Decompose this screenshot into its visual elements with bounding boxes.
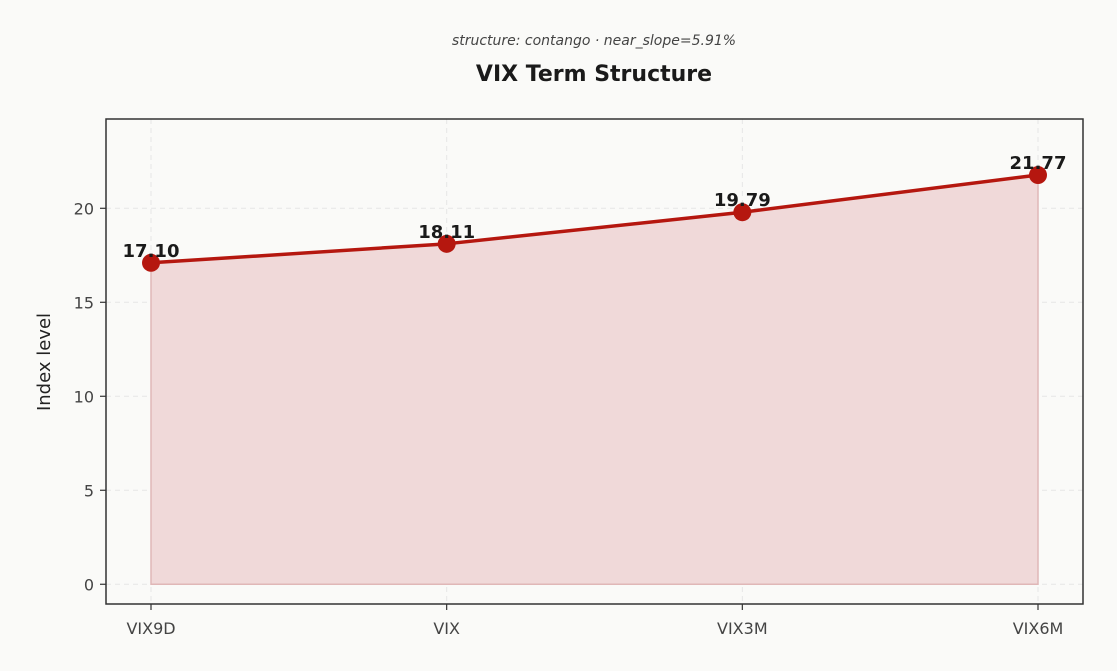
x-axis-ticks: VIX9D VIX VIX3M VIX6M bbox=[126, 604, 1063, 638]
data-point-marker bbox=[437, 234, 456, 253]
plot-frame bbox=[105, 118, 1084, 605]
x-tick-label: VIX bbox=[433, 619, 460, 638]
series-line bbox=[150, 173, 1039, 265]
marker-layer bbox=[142, 166, 1047, 272]
y-tick-label: 0 bbox=[84, 575, 94, 594]
data-label: 17.10 bbox=[123, 241, 180, 262]
x-tick-label: VIX6M bbox=[1013, 619, 1064, 638]
y-axis-ticks: 0 5 10 15 20 bbox=[74, 199, 106, 594]
area-fill bbox=[150, 174, 1039, 586]
y-tick-label: 5 bbox=[84, 481, 94, 500]
data-label-layer: 17.10 18.11 19.79 21.77 bbox=[123, 153, 1067, 262]
data-point-marker bbox=[1029, 166, 1047, 185]
area-layer bbox=[150, 174, 1039, 586]
y-tick-label: 10 bbox=[74, 387, 94, 406]
chart-title: VIX Term Structure bbox=[475, 62, 713, 87]
data-label: 18.11 bbox=[418, 222, 475, 243]
data-label: 19.79 bbox=[714, 190, 771, 211]
y-tick-label: 20 bbox=[74, 199, 94, 218]
y-tick-label: 15 bbox=[74, 293, 94, 312]
y-axis-label: Index level bbox=[34, 313, 55, 411]
x-tick-label: VIX9D bbox=[126, 619, 175, 638]
data-point-marker bbox=[142, 253, 160, 272]
line-layer bbox=[150, 173, 1039, 265]
x-tick-label: VIX3M bbox=[717, 619, 768, 638]
chart-subtitle: structure: contango · near_slope=5.91% bbox=[451, 33, 737, 49]
data-label: 21.77 bbox=[1010, 153, 1067, 174]
data-point-marker bbox=[733, 203, 752, 222]
